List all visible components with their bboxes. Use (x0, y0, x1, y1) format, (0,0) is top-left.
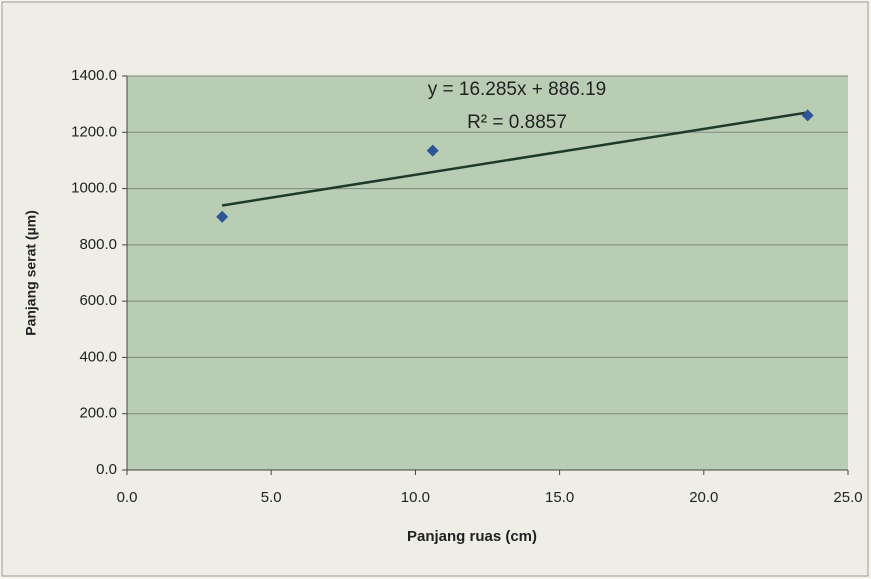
y-tick-label: 600.0 (79, 292, 117, 309)
page: Panjang ruas (cm) Panjang serat (µm) y =… (0, 0, 871, 579)
x-axis-label: Panjang ruas (cm) (407, 528, 537, 545)
y-tick-label: 1200.0 (71, 123, 117, 140)
y-axis-label: Panjang serat (µm) (23, 210, 39, 336)
x-tick-label: 5.0 (261, 489, 282, 506)
equation: y = 16.285x + 886.19 (428, 79, 607, 100)
y-tick-label: 1000.0 (71, 180, 117, 197)
x-tick-label: 0.0 (117, 489, 138, 506)
x-tick-label: 15.0 (545, 489, 574, 506)
r-squared: R² = 0.8857 (467, 112, 567, 133)
x-tick-label: 20.0 (689, 489, 718, 506)
plot-area (127, 76, 848, 470)
y-tick-label: 1400.0 (71, 67, 117, 84)
y-tick-label: 200.0 (79, 405, 117, 422)
chart: Panjang ruas (cm) Panjang serat (µm) y =… (0, 0, 871, 579)
x-tick-label: 25.0 (833, 489, 862, 506)
y-tick-label: 400.0 (79, 348, 117, 365)
y-tick-label: 0.0 (96, 461, 117, 478)
x-tick-label: 10.0 (401, 489, 430, 506)
y-tick-label: 800.0 (79, 236, 117, 253)
